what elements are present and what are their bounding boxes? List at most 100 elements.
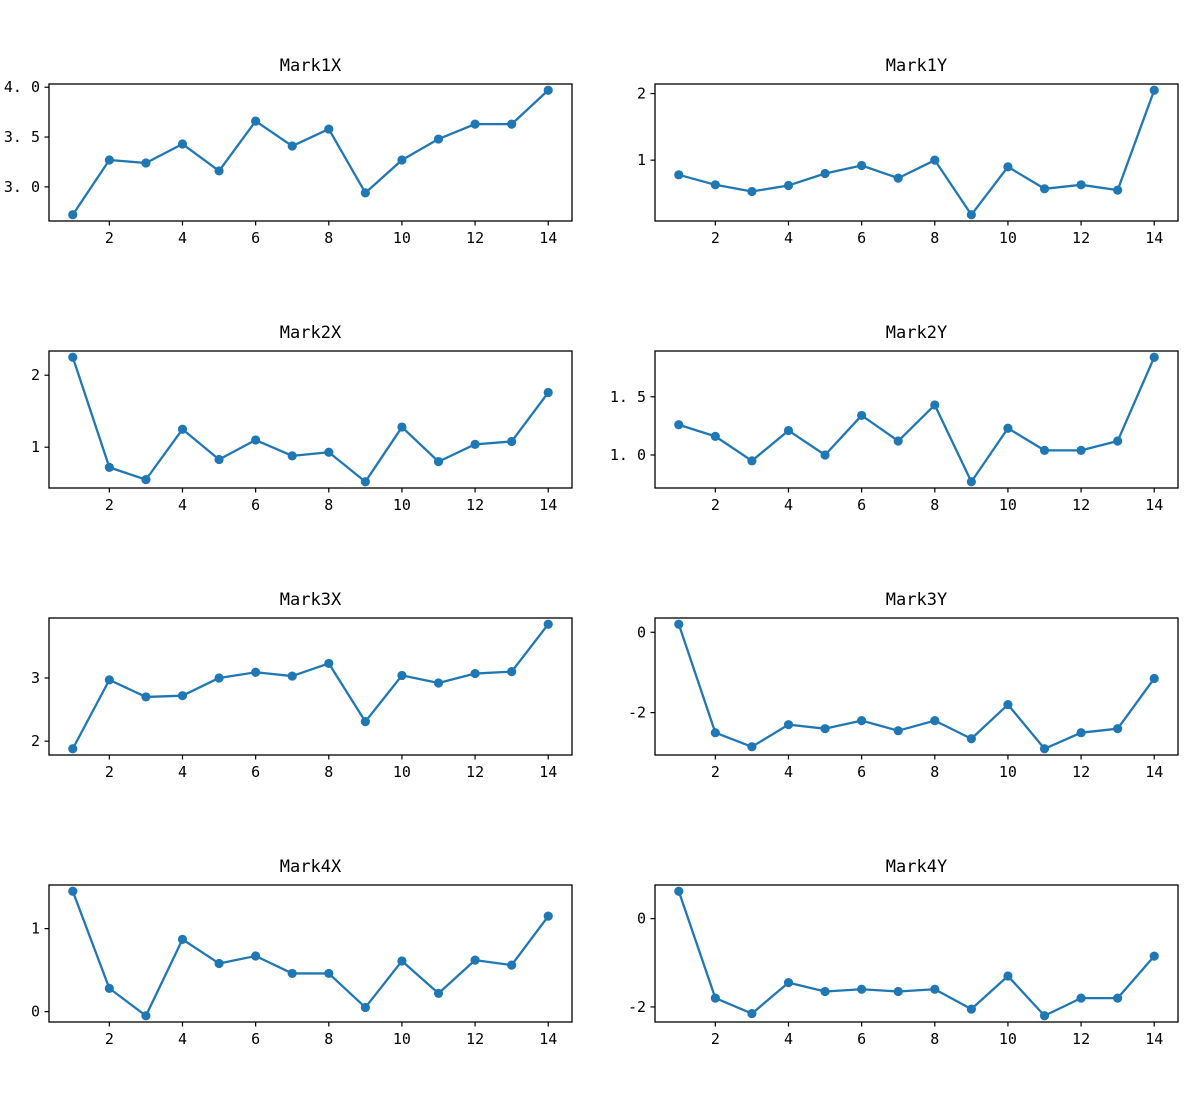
data-point [68,210,78,220]
data-point [470,439,480,449]
x-tick-label: 12 [1072,229,1090,247]
x-tick-label: 2 [711,229,720,247]
data-point [857,410,867,421]
data-point [251,667,261,677]
plot-area-mark3x: 2 4 6 8 10 12 14 2 3 [31,617,573,781]
data-point [1149,352,1159,362]
data-point [1003,971,1013,981]
x-tick-label: 14 [1145,229,1163,247]
x-tick-label: 14 [1145,763,1163,781]
data-point [1076,993,1086,1003]
data-point [747,1008,757,1019]
y-tick-label: 2 [31,732,40,750]
data-point [251,435,261,445]
x-tick-label: 12 [1072,496,1090,514]
data-point [433,678,444,688]
data-point [324,658,334,669]
x-tick-label: 8 [930,229,939,247]
data-point [214,958,224,969]
plot-area-mark2y: 2 4 6 8 10 12 14 1. 0 1. 5 [610,350,1179,514]
x-tick-label: 12 [466,229,484,247]
data-point [674,420,684,430]
data-point [433,134,444,144]
data-point [433,988,444,998]
data-point [68,886,78,896]
x-tick-label: 10 [999,763,1017,781]
data-point [177,934,188,944]
data-point [470,119,480,129]
data-point [783,425,794,436]
data-point [1076,445,1086,455]
axes-frame [654,83,1179,222]
data-point [507,960,517,970]
data-point [966,210,976,220]
x-tick-label: 12 [1072,763,1090,781]
data-point [324,124,334,134]
data-point [287,671,297,681]
x-tick-label: 8 [324,229,333,247]
chart-title-mark4x: Mark4X [279,857,342,877]
data-point [893,986,903,997]
x-tick-label: 14 [539,1030,557,1048]
y-tick-label: 2 [31,366,40,384]
y-tick-label: 3. 0 [4,178,40,196]
data-point [966,1004,976,1014]
data-point [397,956,407,966]
data-point [1039,744,1050,754]
y-tick-label: -2 [628,704,646,722]
x-tick-label: 8 [324,496,333,514]
x-tick-label: 2 [711,1030,720,1048]
data-point [543,387,553,398]
y-tick-label: 1 [31,920,40,938]
line-series [677,890,1156,1017]
y-tick-label: 0 [31,1003,40,1021]
data-point [674,619,684,629]
x-tick-label: 10 [393,763,411,781]
x-tick-label: 4 [784,1030,793,1048]
x-tick-label: 10 [999,1030,1017,1048]
x-tick-label: 10 [999,229,1017,247]
data-point [1149,85,1159,95]
y-tick-label: 0 [637,623,646,641]
data-point [966,477,976,487]
x-tick-label: 2 [105,229,114,247]
x-tick-label: 4 [178,496,187,514]
chart-title-mark1x: Mark1X [279,56,342,76]
data-point [104,155,114,165]
line-series [71,356,550,483]
data-point [104,983,114,993]
x-tick-label: 6 [251,1030,260,1048]
x-tick-label: 14 [539,229,557,247]
x-tick-label: 2 [105,496,114,514]
data-point [1149,673,1159,684]
axes-frame [654,350,1179,489]
data-point [674,886,684,896]
data-point [177,139,188,149]
data-point [470,955,480,965]
data-point [177,424,188,434]
axes-frame [48,884,573,1023]
plot-area-mark4y: 2 4 6 8 10 12 14 -2 0 [628,884,1179,1048]
x-tick-label: 6 [251,763,260,781]
line-series [677,356,1156,483]
data-point [141,158,151,168]
data-point [68,744,78,754]
data-point [930,716,940,726]
data-point [783,720,794,730]
x-tick-label: 14 [1145,1030,1163,1048]
x-tick-label: 2 [105,763,114,781]
x-tick-label: 10 [393,1030,411,1048]
data-point [1149,951,1159,961]
data-point [820,168,830,179]
data-point [543,619,553,629]
data-point [397,155,407,165]
data-point [930,400,940,410]
x-tick-label: 12 [1072,1030,1090,1048]
data-point [543,85,553,95]
data-point [930,155,940,165]
data-point [1003,162,1013,172]
data-point [68,352,78,362]
